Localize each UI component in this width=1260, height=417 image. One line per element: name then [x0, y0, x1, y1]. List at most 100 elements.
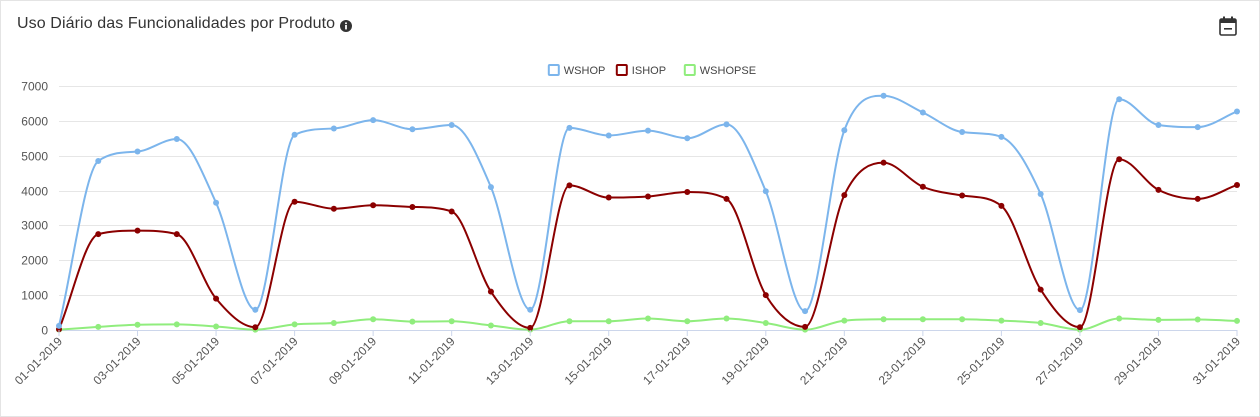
data-point[interactable]	[448, 318, 455, 325]
data-point[interactable]	[173, 135, 180, 142]
data-point[interactable]	[566, 318, 573, 325]
data-point[interactable]	[1037, 320, 1044, 327]
data-point[interactable]	[527, 324, 534, 331]
data-point[interactable]	[1155, 316, 1162, 323]
data-point[interactable]	[880, 92, 887, 99]
legend-label: ISHOP	[632, 65, 666, 77]
data-point[interactable]	[330, 125, 337, 132]
data-point[interactable]	[919, 109, 926, 116]
data-point[interactable]	[762, 292, 769, 299]
data-point[interactable]	[173, 321, 180, 328]
data-point[interactable]	[684, 318, 691, 325]
data-point[interactable]	[802, 323, 809, 330]
data-point[interactable]	[252, 306, 259, 313]
data-point[interactable]	[134, 321, 141, 328]
data-point[interactable]	[409, 203, 416, 210]
data-point[interactable]	[762, 188, 769, 195]
data-point[interactable]	[684, 135, 691, 142]
data-point[interactable]	[566, 182, 573, 189]
info-circle-icon[interactable]	[340, 19, 353, 32]
data-point[interactable]	[330, 320, 337, 327]
data-point[interactable]	[487, 184, 494, 191]
data-point[interactable]	[880, 159, 887, 166]
legend-item-wshop[interactable]: WSHOP	[547, 64, 606, 77]
data-point[interactable]	[645, 127, 651, 134]
data-point[interactable]	[370, 316, 377, 323]
data-point[interactable]	[213, 295, 220, 302]
data-point[interactable]	[841, 192, 848, 199]
data-point[interactable]	[605, 132, 612, 139]
data-point[interactable]	[1194, 316, 1201, 323]
data-point[interactable]	[370, 117, 377, 124]
data-point[interactable]	[1155, 186, 1162, 193]
data-point[interactable]	[959, 192, 966, 199]
x-tick-label: 17-01-2019	[640, 334, 694, 388]
data-point[interactable]	[802, 308, 809, 315]
data-point[interactable]	[1155, 122, 1162, 129]
data-point[interactable]	[173, 231, 180, 238]
data-point[interactable]	[762, 320, 769, 327]
data-point[interactable]	[291, 198, 298, 205]
data-point[interactable]	[919, 183, 926, 190]
series-line[interactable]	[58, 158, 1238, 330]
data-point[interactable]	[291, 321, 298, 328]
data-point[interactable]	[1194, 124, 1201, 131]
data-point[interactable]	[841, 127, 848, 134]
data-point[interactable]	[1234, 108, 1240, 115]
data-point[interactable]	[487, 288, 494, 295]
data-point[interactable]	[1116, 96, 1123, 103]
data-point[interactable]	[134, 227, 141, 234]
data-point[interactable]	[645, 315, 651, 322]
data-point[interactable]	[95, 157, 102, 164]
data-point[interactable]	[723, 195, 730, 202]
data-point[interactable]	[213, 323, 220, 330]
data-point[interactable]	[134, 148, 141, 155]
x-tick-label: 09-01-2019	[326, 334, 380, 388]
data-point[interactable]	[95, 231, 102, 238]
data-point[interactable]	[919, 316, 926, 323]
y-tick-label: 5000	[21, 150, 48, 164]
data-point[interactable]	[959, 316, 966, 323]
data-point[interactable]	[1037, 191, 1044, 198]
data-point[interactable]	[998, 317, 1005, 324]
data-point[interactable]	[1116, 156, 1123, 163]
data-point[interactable]	[684, 188, 691, 195]
data-point[interactable]	[370, 202, 377, 209]
data-point[interactable]	[487, 322, 494, 329]
legend-item-ishop[interactable]: ISHOP	[615, 64, 666, 77]
data-point[interactable]	[566, 124, 573, 131]
data-point[interactable]	[723, 121, 730, 128]
data-point[interactable]	[959, 129, 966, 136]
legend-item-wshopse[interactable]: WSHOPSE	[683, 64, 756, 77]
calendar-button[interactable]	[1219, 16, 1237, 36]
data-point[interactable]	[605, 318, 612, 325]
data-point[interactable]	[291, 131, 298, 138]
data-point[interactable]	[1116, 315, 1123, 322]
data-point[interactable]	[1234, 181, 1240, 188]
data-point[interactable]	[645, 193, 651, 200]
data-point[interactable]	[605, 194, 612, 201]
data-point[interactable]	[409, 126, 416, 133]
data-point[interactable]	[998, 133, 1005, 140]
data-point[interactable]	[1037, 286, 1044, 293]
data-point[interactable]	[880, 316, 887, 323]
data-point[interactable]	[56, 322, 62, 329]
data-point[interactable]	[330, 205, 337, 212]
data-point[interactable]	[252, 324, 259, 331]
data-point[interactable]	[527, 306, 534, 313]
legend-label: WSHOPSE	[700, 65, 756, 77]
data-point[interactable]	[841, 317, 848, 324]
data-point[interactable]	[1234, 317, 1240, 324]
data-point[interactable]	[723, 315, 730, 322]
series-line[interactable]	[58, 94, 1238, 327]
data-point[interactable]	[213, 199, 220, 206]
data-point[interactable]	[1076, 324, 1083, 331]
data-point[interactable]	[448, 208, 455, 215]
data-point[interactable]	[1194, 195, 1201, 202]
data-point[interactable]	[448, 122, 455, 129]
data-point[interactable]	[409, 318, 416, 325]
data-point[interactable]	[1076, 307, 1083, 314]
axes: 0 1000 2000 3000 4000 5000 6000 7000 01-01-2019 0…	[12, 80, 1244, 388]
data-point[interactable]	[998, 202, 1005, 209]
data-point[interactable]	[95, 323, 102, 330]
